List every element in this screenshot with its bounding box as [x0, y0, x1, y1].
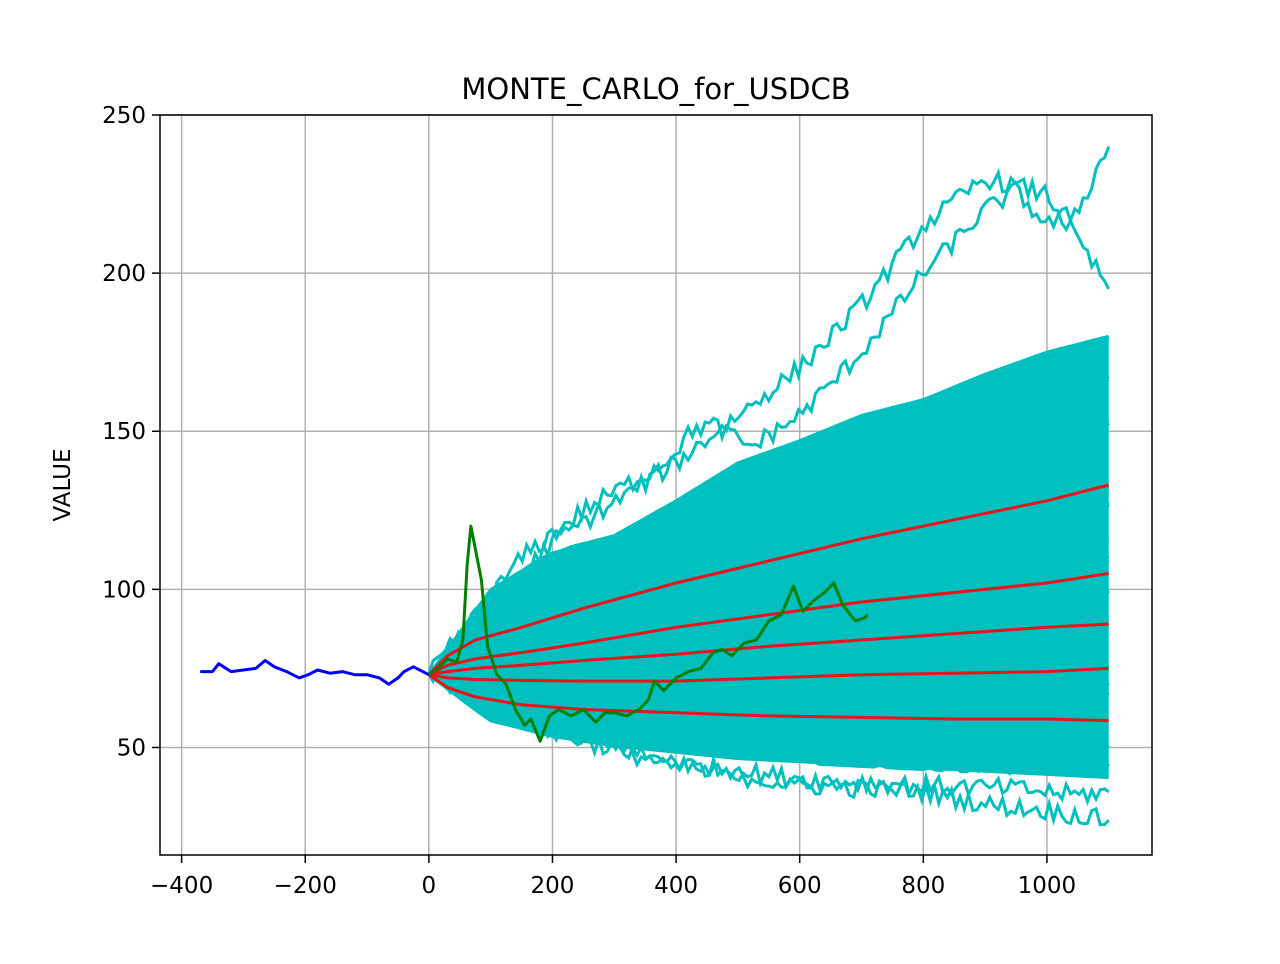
- x-tick-label: 800: [901, 873, 945, 899]
- simulation-path: [427, 414, 1110, 676]
- simulation-path: [428, 584, 1110, 677]
- chart-title: MONTE_CARLO_for_USDCB: [461, 72, 850, 106]
- percentile-line: [427, 483, 1110, 676]
- simulation-path: [428, 673, 1110, 746]
- history-line-group: [200, 659, 430, 686]
- simulation-path: [428, 472, 1111, 676]
- x-tick-label: 1000: [1018, 873, 1077, 899]
- simulation-outlier-path: [427, 665, 1110, 807]
- simulation-outlier-path: [428, 167, 1111, 677]
- x-tick-label: −200: [274, 873, 337, 899]
- plot-frame: [159, 114, 1153, 856]
- percentile-line: [428, 673, 1109, 723]
- x-axis-ticks: −400 −200 0 200 400 600 800 1000: [150, 855, 1076, 899]
- y-axis-label: VALUE: [50, 448, 76, 521]
- percentile-line: [428, 622, 1109, 677]
- simulation-path: [428, 579, 1110, 677]
- y-tick-label: 150: [102, 419, 146, 445]
- y-tick-label: 100: [102, 577, 146, 603]
- history-line: [200, 659, 430, 686]
- x-tick-label: 600: [778, 873, 822, 899]
- simulation-path: [427, 334, 1110, 676]
- simulation-path: [428, 673, 1110, 753]
- percentile-lines: [427, 483, 1110, 723]
- simulation-path: [428, 492, 1110, 677]
- percentile-line: [428, 572, 1109, 677]
- simulation-path: [428, 669, 1109, 703]
- x-tick-label: 0: [422, 873, 437, 899]
- actual-line-group: [428, 524, 869, 743]
- simulation-path: [428, 619, 1109, 702]
- simulation-path: [427, 334, 1110, 676]
- simulation-path: [428, 519, 1110, 677]
- y-tick-label: 250: [102, 103, 146, 129]
- percentile-line: [428, 666, 1109, 683]
- y-axis-ticks: 50 100 150 200 250: [102, 103, 160, 761]
- x-tick-label: 200: [531, 873, 575, 899]
- simulation-path: [427, 458, 1110, 676]
- simulation-path: [427, 375, 1110, 676]
- simulation-paths: [427, 146, 1111, 827]
- y-tick-label: 200: [102, 261, 146, 287]
- x-tick-label: 400: [654, 873, 698, 899]
- actual-line: [428, 524, 869, 743]
- x-tick-label: −400: [150, 873, 213, 899]
- y-tick-label: 50: [117, 735, 146, 761]
- simulation-path: [427, 407, 1110, 676]
